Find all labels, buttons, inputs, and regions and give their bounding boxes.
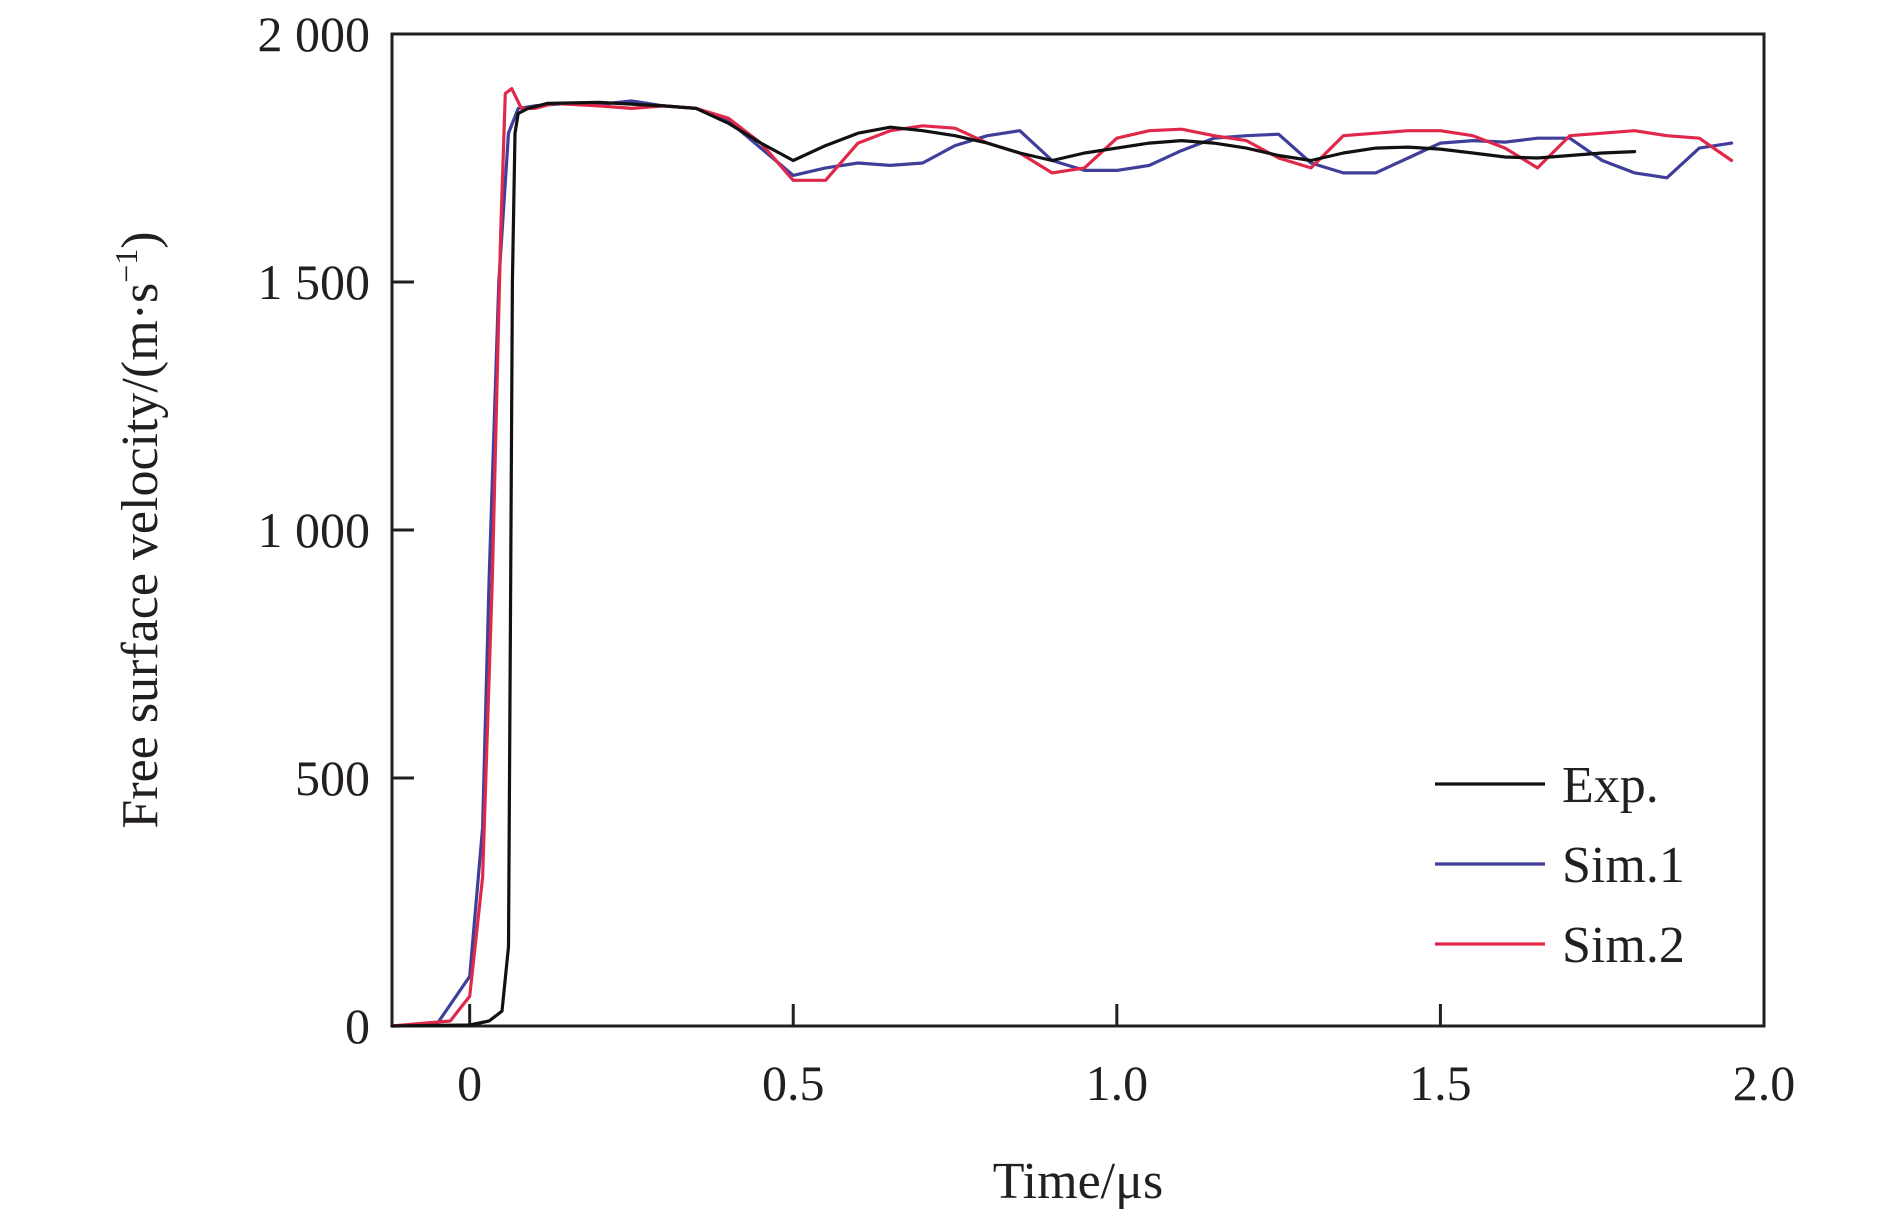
y-axis-label-close: ) (112, 231, 169, 248)
x-tick-label: 0 (457, 1055, 482, 1111)
legend-label: Sim.1 (1562, 837, 1685, 894)
series-line-exp (390, 100, 1637, 1028)
x-tick-label: 1.0 (1086, 1055, 1149, 1111)
x-tick-label: 1.5 (1409, 1055, 1472, 1111)
x-tick-label: 2.0 (1733, 1055, 1796, 1111)
plot-frame (390, 32, 1766, 1028)
y-tick-label: 0 (345, 998, 370, 1054)
y-tick-label: 500 (295, 750, 370, 806)
y-tick-label: 1 500 (258, 254, 371, 310)
y-axis-label: Free surface velocity/(m·s−1) (108, 231, 169, 828)
legend: Exp. Sim.1 Sim.2 (1435, 757, 1685, 974)
x-axis-label: Time/μs (993, 1153, 1163, 1210)
series-lines (390, 87, 1734, 1028)
series-line-sim1 (390, 99, 1734, 1028)
legend-label: Sim.2 (1562, 917, 1685, 974)
y-tick-label: 1 000 (258, 502, 371, 558)
series-line-sim2 (390, 87, 1734, 1028)
y-axis-label-superscript: −1 (108, 249, 144, 283)
y-axis-ticks: 0 500 1 000 1 500 2 000 (258, 6, 414, 1054)
y-axis-label-main: Free surface velocity/(m·s (112, 283, 169, 829)
x-tick-label: 0.5 (762, 1055, 825, 1111)
legend-label: Exp. (1562, 757, 1659, 814)
x-axis-ticks: 0 0.5 1.0 1.5 2.0 (457, 1004, 1795, 1111)
y-tick-label: 2 000 (258, 6, 371, 62)
